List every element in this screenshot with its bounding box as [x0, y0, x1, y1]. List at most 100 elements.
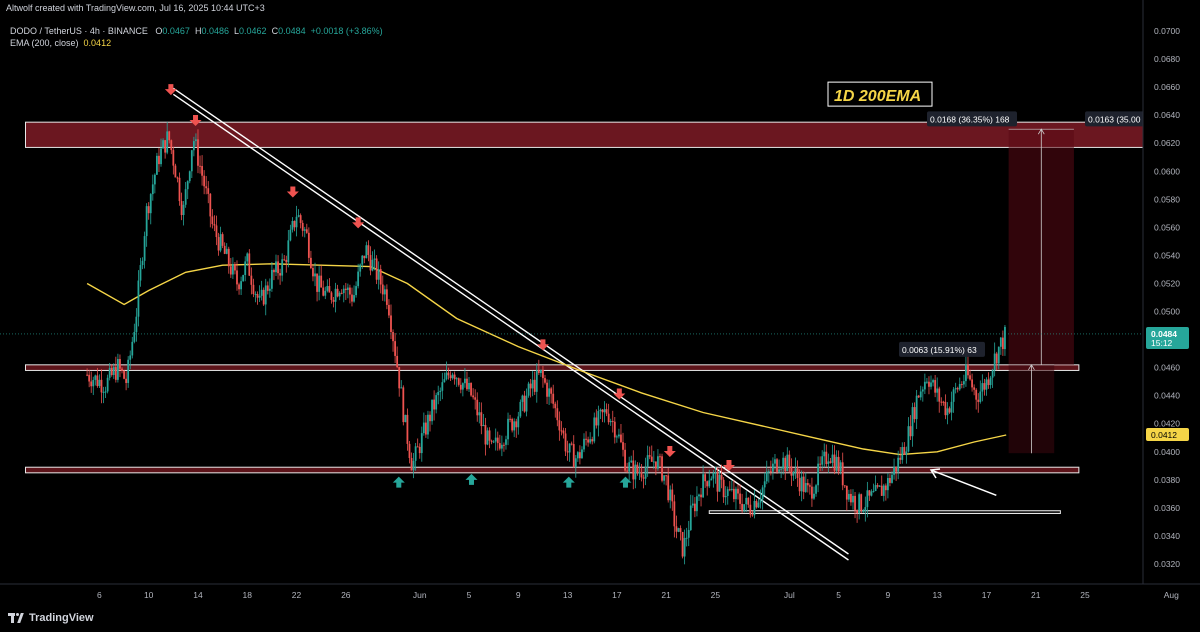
candle-body [792, 472, 795, 476]
sell-arrow-icon [164, 84, 177, 96]
candle-body [431, 399, 433, 422]
candle-body [796, 468, 799, 478]
symbol-name: DODO / TetherUS · 4h · BINANCE [10, 26, 148, 36]
x-tick-label: 25 [711, 590, 721, 600]
candle-body [739, 493, 741, 504]
candle-body [529, 383, 532, 389]
candle-body [685, 537, 688, 539]
x-tick-label: 21 [661, 590, 671, 600]
candle-body [790, 466, 793, 476]
candle-body [798, 477, 801, 492]
candle-body [893, 466, 895, 475]
sell-arrow-icon [536, 339, 549, 351]
y-tick-label: 0.0620 [1154, 138, 1180, 148]
candle-body [461, 383, 464, 390]
candle-body [864, 507, 867, 511]
candle-body [788, 454, 791, 467]
y-tick-label: 0.0600 [1154, 166, 1180, 176]
zone-box [708, 510, 1061, 515]
ema-200-line [86, 263, 1007, 456]
candle-body [926, 381, 928, 383]
candle-body [402, 387, 405, 423]
candle-body [800, 476, 803, 492]
candle-body [878, 485, 881, 487]
candle-body [92, 379, 95, 387]
candle-body [385, 289, 388, 305]
candle-body [100, 379, 103, 393]
candle-body [769, 471, 772, 473]
candle-body [564, 433, 567, 452]
candle-body [909, 426, 912, 437]
candle-body [410, 457, 413, 471]
candle-body [484, 424, 487, 445]
candle-body [307, 232, 310, 258]
candle-body [671, 489, 674, 502]
candle-body [299, 215, 302, 223]
candle-body [174, 165, 177, 178]
candle-body [901, 447, 904, 460]
candle-body [827, 461, 830, 465]
candle-body [595, 417, 598, 426]
candle-body [199, 165, 201, 167]
candle-body [802, 476, 805, 492]
candle-body [517, 416, 520, 428]
candle-body [919, 391, 922, 398]
y-tick-label: 0.0680 [1154, 54, 1180, 64]
candle-body [728, 489, 731, 491]
candle-body [303, 229, 306, 231]
bar-countdown-timer: 15:12 [1151, 338, 1173, 348]
candle-body [123, 370, 125, 379]
candle-body [605, 409, 608, 414]
candle-body [441, 382, 444, 391]
candle-body [753, 500, 756, 516]
candle-body [622, 442, 624, 450]
candle-body [870, 491, 873, 496]
candle-body [248, 253, 251, 276]
x-tick-label: 21 [1031, 590, 1041, 600]
candle-body [168, 131, 171, 141]
candle-body [500, 444, 503, 449]
candle-body [693, 503, 696, 512]
candle-body [244, 261, 247, 276]
candle-body [369, 255, 372, 271]
candle-body [570, 443, 573, 445]
candle-body [714, 472, 717, 474]
candle-body [930, 382, 932, 387]
candle-body [131, 341, 134, 356]
candle-body [420, 433, 423, 454]
candle-body [260, 289, 263, 296]
candle-body [634, 464, 637, 480]
x-tick-label: 9 [886, 590, 891, 600]
candle-body [305, 229, 308, 233]
candle-body [133, 332, 136, 342]
y-tick-label: 0.0440 [1154, 391, 1180, 401]
descending-trendline [172, 87, 849, 555]
candle-body [669, 489, 672, 501]
candle-body [950, 401, 953, 413]
candle-body [254, 293, 257, 295]
candle-body [464, 378, 466, 384]
candle-body [913, 407, 916, 420]
candle-body [330, 292, 333, 300]
candle-body [763, 481, 766, 488]
candle-body [928, 381, 930, 387]
candle-body [252, 284, 255, 295]
y-tick-label: 0.0540 [1154, 250, 1180, 260]
candle-body [850, 493, 852, 503]
candle-body [531, 379, 534, 389]
candle-body [240, 281, 242, 290]
candle-body [238, 284, 240, 290]
candle-body [324, 290, 327, 296]
candle-body [377, 269, 380, 280]
last-price-tag [1146, 326, 1189, 349]
candle-body [227, 248, 230, 267]
candle-body [884, 485, 887, 491]
candle-body [490, 440, 493, 442]
change-value: +0.0018 (+3.86%) [310, 26, 383, 36]
candle-body [209, 193, 212, 217]
tradingview-footer[interactable]: TradingView [8, 612, 94, 624]
candle-body [903, 447, 906, 455]
candle-body [474, 397, 477, 400]
candle-body [160, 148, 162, 165]
